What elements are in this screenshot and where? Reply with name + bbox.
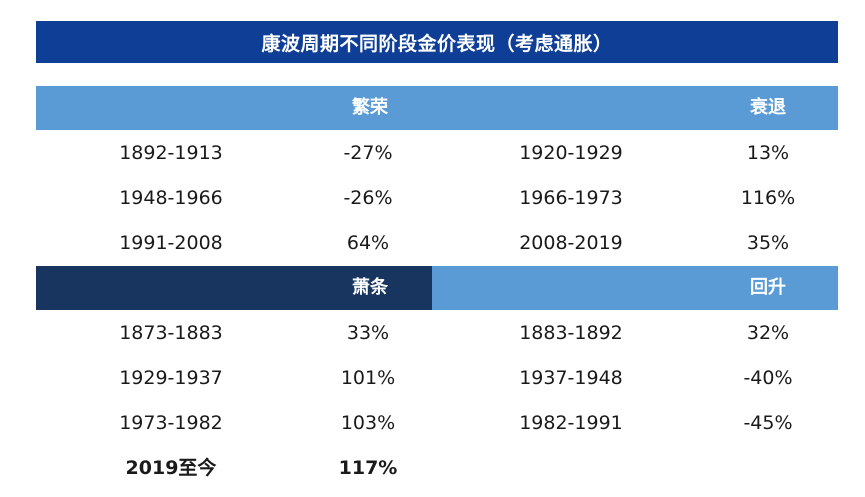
- phase-label-depression: 萧条: [352, 277, 388, 298]
- period-cell: 1982-1991: [519, 412, 623, 434]
- table-row: 1991-2008 64% 2008-2019 35%: [36, 221, 838, 266]
- table-row: 1873-1883 33% 1883-1892 32%: [36, 311, 838, 356]
- value-cell: 33%: [346, 322, 390, 344]
- value-cell: -45%: [743, 412, 793, 434]
- section-b-header-light-bg: [432, 266, 838, 310]
- period-cell: 1937-1948: [519, 367, 623, 389]
- phase-label-recession: 衰退: [750, 97, 786, 118]
- table-title-bar: 康波周期不同阶段金价表现（考虑通胀）: [36, 21, 838, 63]
- current-value-cell: 117%: [338, 457, 398, 479]
- value-cell: 13%: [746, 142, 790, 164]
- table-row: 1973-1982 103% 1982-1991 -45%: [36, 401, 838, 446]
- period-cell: 1883-1892: [519, 322, 623, 344]
- value-cell: 64%: [346, 232, 390, 254]
- period-cell: 1973-1982: [119, 412, 223, 434]
- value-cell: 101%: [340, 367, 396, 389]
- table-title: 康波周期不同阶段金价表现（考虑通胀）: [261, 32, 613, 55]
- section-b-header-dark-bg: [36, 266, 432, 310]
- period-cell: 1920-1929: [519, 142, 623, 164]
- period-cell: 1948-1966: [119, 187, 223, 209]
- period-cell: 1966-1973: [519, 187, 623, 209]
- current-period-cell: 2019至今: [125, 457, 217, 479]
- value-cell: 32%: [746, 322, 790, 344]
- period-cell: 1929-1937: [119, 367, 223, 389]
- period-cell: 1991-2008: [119, 232, 223, 254]
- section-b-header: 萧条 回升: [36, 266, 838, 310]
- period-cell: 2008-2019: [519, 232, 623, 254]
- value-cell: -27%: [343, 142, 393, 164]
- period-cell: 1873-1883: [119, 322, 223, 344]
- period-cell: 1892-1913: [119, 142, 223, 164]
- section-a-header-bg: [36, 86, 838, 130]
- table-row: 1948-1966 -26% 1966-1973 116%: [36, 176, 838, 221]
- table-row-current: 2019至今 117%: [36, 446, 838, 491]
- value-cell: -26%: [343, 187, 393, 209]
- value-cell: -40%: [743, 367, 793, 389]
- section-a-header: 繁荣 衰退: [36, 86, 838, 130]
- value-cell: 35%: [746, 232, 790, 254]
- table-row: 1892-1913 -27% 1920-1929 13%: [36, 131, 838, 176]
- phase-label-prosperity: 繁荣: [352, 97, 388, 118]
- value-cell: 103%: [340, 412, 396, 434]
- phase-label-recovery: 回升: [750, 277, 786, 298]
- table-row: 1929-1937 101% 1937-1948 -40%: [36, 356, 838, 401]
- value-cell: 116%: [740, 187, 796, 209]
